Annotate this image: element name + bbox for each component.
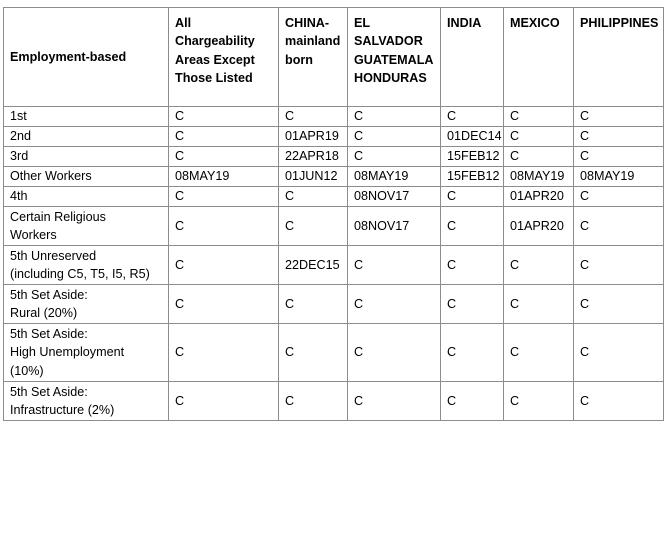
table-row: 2nd C 01APR19 C 01DEC14 C C <box>3 126 664 147</box>
cell-china: 22DEC15 <box>278 245 348 285</box>
table-row: Certain Religious Workers C C 08NOV17 C … <box>3 206 664 246</box>
cell-all-areas: C <box>168 206 279 246</box>
cell-india: C <box>440 106 504 127</box>
cell-philippines: C <box>573 206 664 246</box>
cell-india: C <box>440 206 504 246</box>
cell-philippines: C <box>573 186 664 207</box>
cell-all-areas: C <box>168 126 279 147</box>
cell-el-salvador: C <box>347 245 441 285</box>
cell-all-areas: C <box>168 381 279 421</box>
cell-mexico: C <box>503 146 574 167</box>
cell-mexico: C <box>503 126 574 147</box>
cell-india: 01DEC14 <box>440 126 504 147</box>
table-row: 5th Unreserved (including C5, T5, I5, R5… <box>3 245 664 285</box>
column-header-india: INDIA <box>440 7 504 107</box>
cell-india: 15FEB12 <box>440 146 504 167</box>
table-row: 3rd C 22APR18 C 15FEB12 C C <box>3 146 664 167</box>
cell-el-salvador: C <box>347 126 441 147</box>
row-category-label: Other Workers <box>3 166 169 187</box>
cell-philippines: C <box>573 245 664 285</box>
cell-mexico: C <box>503 381 574 421</box>
cell-mexico: C <box>503 323 574 382</box>
cell-philippines: C <box>573 381 664 421</box>
cell-india: C <box>440 323 504 382</box>
cell-philippines: C <box>573 146 664 167</box>
cell-mexico: 08MAY19 <box>503 166 574 187</box>
cell-all-areas: C <box>168 245 279 285</box>
cell-el-salvador: 08NOV17 <box>347 186 441 207</box>
cell-china: C <box>278 186 348 207</box>
cell-mexico: C <box>503 284 574 324</box>
cell-el-salvador: C <box>347 106 441 127</box>
column-header-philippines: PHILIPPINES <box>573 7 664 107</box>
column-header-all-chargeability-areas: All Chargeability Areas Except Those Lis… <box>168 7 279 107</box>
cell-china: C <box>278 323 348 382</box>
column-header-el-salvador-guatemala-honduras: EL SALVADOR GUATEMALA HONDURAS <box>347 7 441 107</box>
cell-all-areas: C <box>168 284 279 324</box>
column-header-category: Employment-based <box>3 7 169 107</box>
cell-china: 01APR19 <box>278 126 348 147</box>
cell-india: C <box>440 245 504 285</box>
cell-all-areas: C <box>168 146 279 167</box>
cell-philippines: C <box>573 126 664 147</box>
cell-china: C <box>278 284 348 324</box>
cell-mexico: C <box>503 245 574 285</box>
cell-philippines: C <box>573 106 664 127</box>
cell-china: C <box>278 381 348 421</box>
column-header-china-mainland-born: CHINA- mainland born <box>278 7 348 107</box>
cell-china: 01JUN12 <box>278 166 348 187</box>
table-row: 5th Set Aside: Infrastructure (2%) C C C… <box>3 381 664 421</box>
column-header-mexico: MEXICO <box>503 7 574 107</box>
cell-mexico: C <box>503 106 574 127</box>
cell-el-salvador: C <box>347 381 441 421</box>
table-row: Other Workers 08MAY19 01JUN12 08MAY19 15… <box>3 166 664 187</box>
row-category-label: 5th Unreserved (including C5, T5, I5, R5… <box>3 245 169 285</box>
cell-all-areas: 08MAY19 <box>168 166 279 187</box>
cell-india: 15FEB12 <box>440 166 504 187</box>
cell-mexico: 01APR20 <box>503 186 574 207</box>
cell-el-salvador: C <box>347 146 441 167</box>
employment-based-final-action-dates-table: Employment-based All Chargeability Areas… <box>3 7 664 421</box>
row-category-label: 5th Set Aside: Infrastructure (2%) <box>3 381 169 421</box>
table-row: 5th Set Aside: High Unemployment (10%) C… <box>3 323 664 382</box>
row-category-label: 5th Set Aside: Rural (20%) <box>3 284 169 324</box>
row-category-label: Certain Religious Workers <box>3 206 169 246</box>
table-header-row: Employment-based All Chargeability Areas… <box>3 7 664 107</box>
table-header: Employment-based All Chargeability Areas… <box>3 7 664 107</box>
row-category-label: 5th Set Aside: High Unemployment (10%) <box>3 323 169 382</box>
cell-india: C <box>440 284 504 324</box>
cell-india: C <box>440 381 504 421</box>
row-category-label: 3rd <box>3 146 169 167</box>
cell-all-areas: C <box>168 323 279 382</box>
table-body: 1st C C C C C C 2nd C 01APR19 C 01DEC14 … <box>3 106 664 421</box>
row-category-label: 4th <box>3 186 169 207</box>
cell-philippines: C <box>573 284 664 324</box>
table-row: 1st C C C C C C <box>3 106 664 127</box>
cell-mexico: 01APR20 <box>503 206 574 246</box>
cell-china: C <box>278 206 348 246</box>
cell-el-salvador: 08MAY19 <box>347 166 441 187</box>
cell-india: C <box>440 186 504 207</box>
cell-all-areas: C <box>168 186 279 207</box>
table-row: 5th Set Aside: Rural (20%) C C C C C C <box>3 284 664 324</box>
cell-el-salvador: C <box>347 323 441 382</box>
table-row: 4th C C 08NOV17 C 01APR20 C <box>3 186 664 207</box>
cell-el-salvador: 08NOV17 <box>347 206 441 246</box>
row-category-label: 1st <box>3 106 169 127</box>
visa-bulletin-table-container: Employment-based All Chargeability Areas… <box>3 7 664 421</box>
cell-philippines: 08MAY19 <box>573 166 664 187</box>
cell-philippines: C <box>573 323 664 382</box>
cell-china: C <box>278 106 348 127</box>
row-category-label: 2nd <box>3 126 169 147</box>
cell-el-salvador: C <box>347 284 441 324</box>
cell-china: 22APR18 <box>278 146 348 167</box>
cell-all-areas: C <box>168 106 279 127</box>
